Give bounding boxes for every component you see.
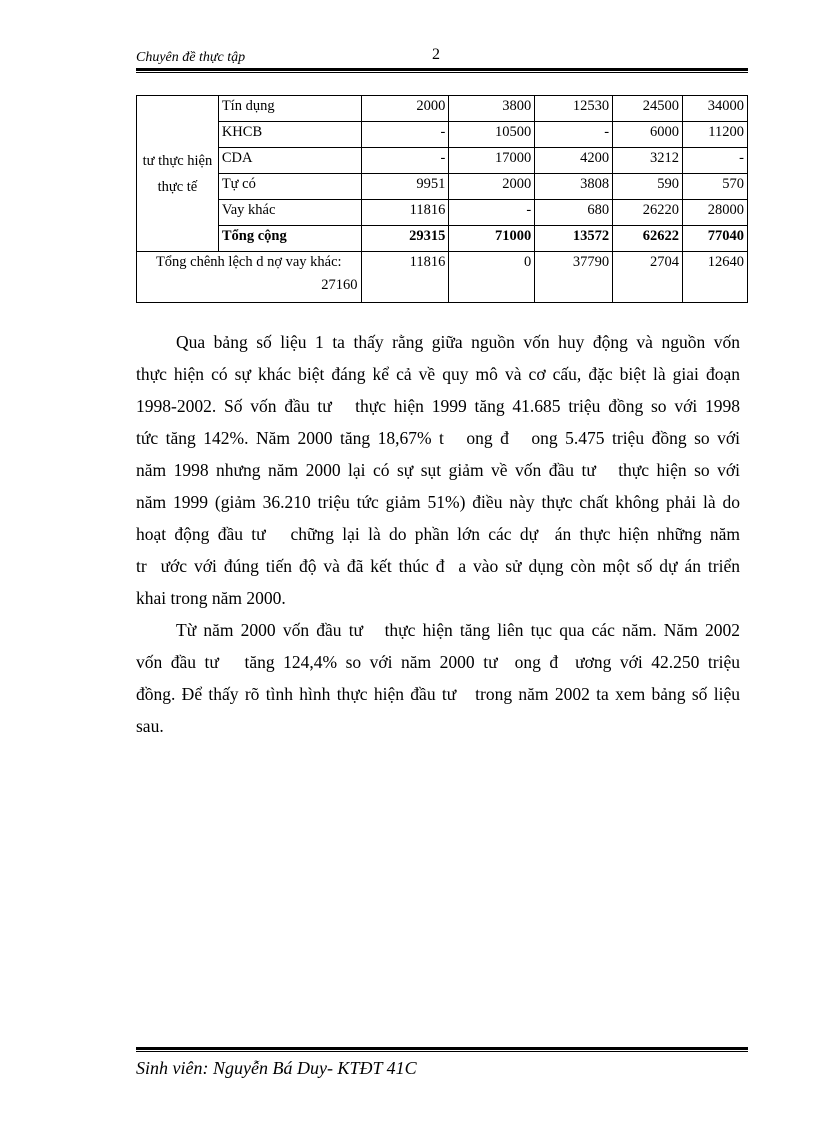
paragraph: Từ năm 2000 vốn đầu tư thực hiện tăng li… (136, 614, 740, 742)
text-line: khai trong năm 2000. (136, 588, 286, 608)
cell-value: 37790 (534, 251, 614, 303)
cell-value: 13572 (534, 225, 614, 252)
paragraph: Qua bảng số liệu 1 ta thấy rằng giữa ngu… (136, 326, 740, 614)
cell-value: 77040 (682, 225, 748, 252)
cell-value: 62622 (612, 225, 683, 252)
text-line: 1998-2002. Số vốn đầu tư thực hiện 1999 … (136, 396, 740, 416)
cell-value: 11200 (682, 121, 748, 148)
text-line: đồng. Để thấy rõ tình hình thực hiện đầu… (136, 684, 740, 704)
text-line: tr ước với đúng tiến độ và đã kết thúc đ… (136, 556, 740, 576)
diff-label-value: 27160 (321, 277, 358, 293)
table-row: CDA -17000 4200 3212- (137, 147, 748, 174)
cell-value: 10500 (448, 121, 536, 148)
cell-value: 26220 (612, 199, 683, 226)
table-row: Tự có 9951 2000 3808 590 570 (137, 173, 748, 200)
text-line: Qua bảng số liệu 1 ta thấy rằng giữa ngu… (176, 332, 740, 352)
row-label: Tín dụng (217, 95, 362, 122)
cell-value: - (682, 147, 748, 174)
row-label: Tổng cộng (217, 225, 362, 252)
cell-value: 590 (612, 173, 683, 200)
cell-value: 4200 (534, 147, 614, 174)
text-line: năm 1998 nhưng năm 2000 lại có sự sụt gi… (136, 460, 740, 480)
text-line: vốn đầu tư tăng 124,4% so với năm 2000 t… (136, 652, 740, 672)
body-text: Qua bảng số liệu 1 ta thấy rằng giữa ngu… (136, 326, 740, 742)
diff-row: Tổng chênh lệch d nợ vay khác: 27160 11816… (136, 251, 748, 303)
diff-label-text: Tổng chênh lệch d nợ vay khác: (155, 254, 342, 270)
text-line: thực hiện có sự khác biệt đáng kể cả về … (136, 364, 740, 384)
table-row: Tổng cộng 29315 71000 13572 62622 77040 (137, 225, 748, 252)
text-line: năm 1999 (giảm 36.210 triệu tức giảm 51%… (136, 492, 740, 512)
cell-value: 34000 (682, 95, 748, 122)
cell-value: 3800 (448, 95, 536, 122)
cell-value: - (534, 121, 614, 148)
cell-value: 0 (448, 251, 536, 303)
row-label: KHCB (217, 121, 362, 148)
cell-value: 2704 (612, 251, 683, 303)
group-label: tư thực hiện thực tế (136, 95, 219, 252)
row-label: Tự có (217, 173, 362, 200)
cell-value: 11816 (360, 251, 450, 303)
cell-value: 24500 (612, 95, 683, 122)
cell-value: - (448, 199, 536, 226)
cell-value: - (360, 121, 450, 148)
footer-text: Sinh viên: Nguyễn Bá Duy- KTĐT 41C (136, 1058, 417, 1078)
diff-label: Tổng chênh lệch d nợ vay khác: 27160 (136, 251, 362, 303)
text-line: sau. (136, 716, 164, 736)
row-label: CDA (217, 147, 362, 174)
cell-value: 3808 (534, 173, 614, 200)
cell-value: 3212 (612, 147, 683, 174)
table-row: KHCB -10500-6000 11200 (137, 121, 748, 148)
cell-value: 11816 (360, 199, 450, 226)
investment-table: tư thực hiện thực tế Tín dụng 2000 3800 1253… (136, 95, 748, 303)
table-row: tư thực hiện thực tế Tín dụng 2000 3800 1253… (136, 95, 748, 252)
cell-value: 29315 (360, 225, 450, 252)
cell-value: 2000 (360, 95, 450, 122)
cell-value: 28000 (682, 199, 748, 226)
cell-value: 9951 (360, 173, 450, 200)
page-number: 2 (432, 46, 440, 63)
cell-value: - (360, 147, 450, 174)
row-label: Vay khác (217, 199, 362, 226)
cell-value: 2000 (448, 173, 536, 200)
footer-rule (136, 1047, 748, 1052)
text-line: Từ năm 2000 vốn đầu tư thực hiện tăng li… (176, 620, 740, 640)
text-line: tức tăng 142%. Năm 2000 tăng 18,67% t on… (136, 428, 740, 448)
header-title: Chuyên đề thực tập (136, 50, 246, 65)
text-line: hoạt động đầu tư chững lại là do phần lớ… (136, 524, 740, 544)
cell-value: 71000 (448, 225, 536, 252)
cell-value: 12530 (534, 95, 614, 122)
cell-value: 680 (534, 199, 614, 226)
cell-value: 17000 (448, 147, 536, 174)
cell-value: 6000 (612, 121, 683, 148)
table-row: Vay khác 11816-680 26220 28000 (137, 199, 748, 226)
cell-value: 12640 (682, 251, 748, 303)
header-rule (136, 68, 748, 73)
cell-value: 570 (682, 173, 748, 200)
